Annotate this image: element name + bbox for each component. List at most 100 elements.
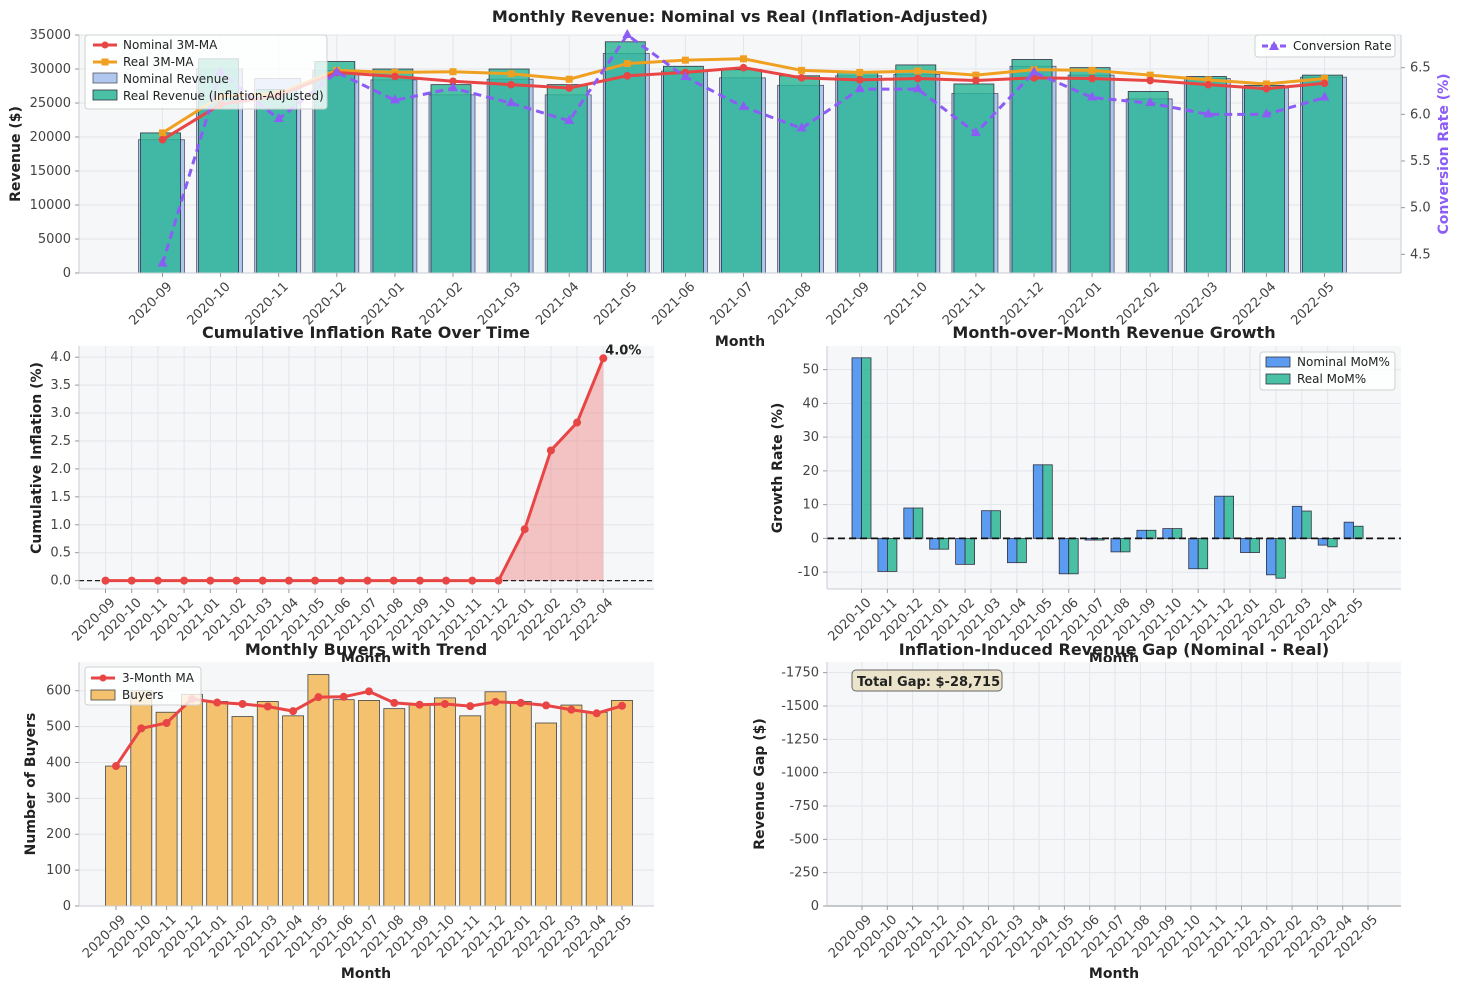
nominal-ma-line-point	[623, 72, 632, 80]
y-tick-label: 100	[46, 863, 71, 878]
buyers-y-axis-label: Number of Buyers	[23, 713, 39, 856]
gap-panel: 0 -250 -500 -750 -1000 -1250 -1500 -1750 2020-0…	[752, 640, 1401, 982]
buyers-bar	[105, 765, 127, 907]
conversion-y-axis-label: Conversion Rate (%)	[1436, 73, 1452, 234]
real-revenue-bar	[604, 41, 646, 274]
real-mom-bar	[990, 510, 1001, 539]
y-tick-label: 0	[63, 266, 71, 281]
buyers-bar	[180, 693, 203, 907]
conversion-rate-line-point	[1029, 66, 1039, 76]
y-tick-label: 0.5	[50, 546, 71, 561]
legend-conversion-label: Conversion Rate	[1293, 39, 1392, 53]
x-tick-label: 2021-01	[359, 279, 408, 328]
buyers-bar	[585, 711, 608, 907]
revenue-legend: Nominal 3M-MA Real 3M-MA Nominal Revenue…	[84, 34, 328, 110]
inflation-point	[284, 576, 293, 585]
y-tick-label: 0.0	[50, 574, 71, 589]
nominal-mom-bar	[851, 357, 862, 539]
conversion-rate-line-point	[1261, 108, 1272, 118]
gap-total-badge-box	[851, 669, 1003, 692]
gap-x-axis-label: Month	[1089, 966, 1139, 982]
real-mom-bar	[1301, 510, 1312, 539]
conversion-rate-line-point	[1145, 97, 1156, 107]
y-tick-label: -500	[789, 832, 819, 847]
nominal-ma-line-point	[449, 77, 457, 86]
nominal-ma-line-point	[1088, 74, 1096, 83]
buyers-bar	[383, 708, 406, 907]
conversion-rate-line-point	[1203, 108, 1214, 118]
real-ma-line-point	[914, 67, 922, 75]
conversion-rate-line-point	[564, 114, 575, 124]
conversion-rate-line-point	[389, 94, 400, 104]
inflation-point	[573, 418, 582, 427]
y-tick-label: -1000	[781, 766, 819, 781]
buyers-ma-point	[137, 724, 146, 733]
nominal-mom-bar	[1136, 529, 1147, 539]
buyers-x-axis-label: Month	[341, 966, 391, 982]
buyers-bar	[560, 704, 583, 907]
y-tick-label: 4.0	[50, 350, 71, 365]
nominal-mom-bar	[1032, 464, 1044, 539]
real-mom-bar	[1223, 495, 1234, 539]
conversion-rate-line-point	[680, 71, 691, 80]
nominal-ma-line-point	[914, 74, 922, 83]
y-tick-label: 6.5	[1410, 61, 1431, 76]
real-mom-bar	[1016, 537, 1027, 564]
real-ma-line-point	[972, 71, 980, 79]
conversion-rate-line-point	[738, 100, 749, 110]
legend-conversion-marker	[1269, 41, 1279, 50]
nominal-mom-bar	[1162, 528, 1173, 539]
inflation-point	[311, 576, 320, 585]
conversion-rate-line-point	[157, 257, 168, 267]
buyers-bar	[282, 715, 305, 907]
y-tick-label: 5.5	[1410, 154, 1431, 169]
buyers-bars	[105, 674, 633, 907]
x-tick-label: 2020-11	[243, 279, 292, 328]
revenue-lines	[157, 29, 1330, 267]
x-tick-label: 2021-10	[882, 279, 931, 328]
y-tick-label: 2.5	[50, 434, 71, 449]
y-tick-label: 400	[46, 755, 71, 770]
buyers-bar	[231, 716, 254, 907]
buyers-ma-point	[314, 693, 323, 702]
y-tick-label: 40	[802, 396, 819, 411]
buyers-ma-point	[466, 702, 475, 711]
buyers-ma-point	[162, 719, 171, 727]
legend-nominal-ma-marker	[101, 41, 109, 49]
y-tick-label: 30	[802, 430, 819, 445]
real-revenue-bar	[953, 83, 995, 274]
nominal-mom-bar	[929, 537, 940, 550]
conversion-rate-line-point	[854, 83, 865, 93]
mom-panel: -10 0 10 20 30 40 50 2020-102020-112020-122021…	[770, 323, 1401, 667]
y-tick-label: 5000	[38, 232, 71, 247]
x-tick-label: 2022-02	[1114, 279, 1163, 328]
y-tick-label: 3.5	[50, 378, 71, 393]
nominal-mom-bar	[877, 537, 888, 572]
buyers-bar	[509, 701, 532, 907]
x-tick-label: 2022-03	[1172, 279, 1221, 328]
nominal-mom-bar	[1240, 537, 1251, 553]
gap-total-label: Total Gap: $-28,715	[857, 675, 1000, 690]
x-tick-label: 2021-04	[533, 279, 582, 328]
nominal-mom-bar	[1007, 537, 1018, 564]
real-ma-line-point	[449, 68, 457, 76]
conversion-rate-line-point	[448, 82, 458, 92]
inflation-area	[79, 354, 654, 585]
buyers-y-ticks: 0 100 200 300 400 500 600	[46, 684, 79, 914]
x-tick-label: 2021-08	[766, 279, 815, 328]
real-ma-line-point	[1146, 71, 1154, 79]
inflation-panel: 0.0 0.5 1.0 1.5 2.0 2.5 3.0 3.5 4.0 2020-092020-…	[29, 323, 654, 667]
legend-real-ma-marker	[101, 58, 109, 66]
inflation-point	[180, 576, 189, 585]
real-mom-bar	[1327, 537, 1338, 548]
revenue-x-axis-label: Month	[715, 334, 765, 350]
real-revenue-bar	[546, 84, 588, 274]
y-tick-label: 3.0	[50, 406, 71, 421]
revenue-x-ticks: 2020-09 2020-10 2020-11 2020-12 2021-01 2021-…	[127, 273, 1338, 328]
revenue-bars	[138, 41, 1347, 274]
real-revenue-bar	[779, 75, 820, 274]
revenue-panel: 0 5000 10000 15000 20000 25000 30000 35000 4.5 5…	[8, 7, 1452, 350]
nominal-mom-bar	[955, 537, 966, 565]
nominal-mom-bar	[1110, 537, 1121, 553]
buyers-bar	[484, 691, 507, 907]
